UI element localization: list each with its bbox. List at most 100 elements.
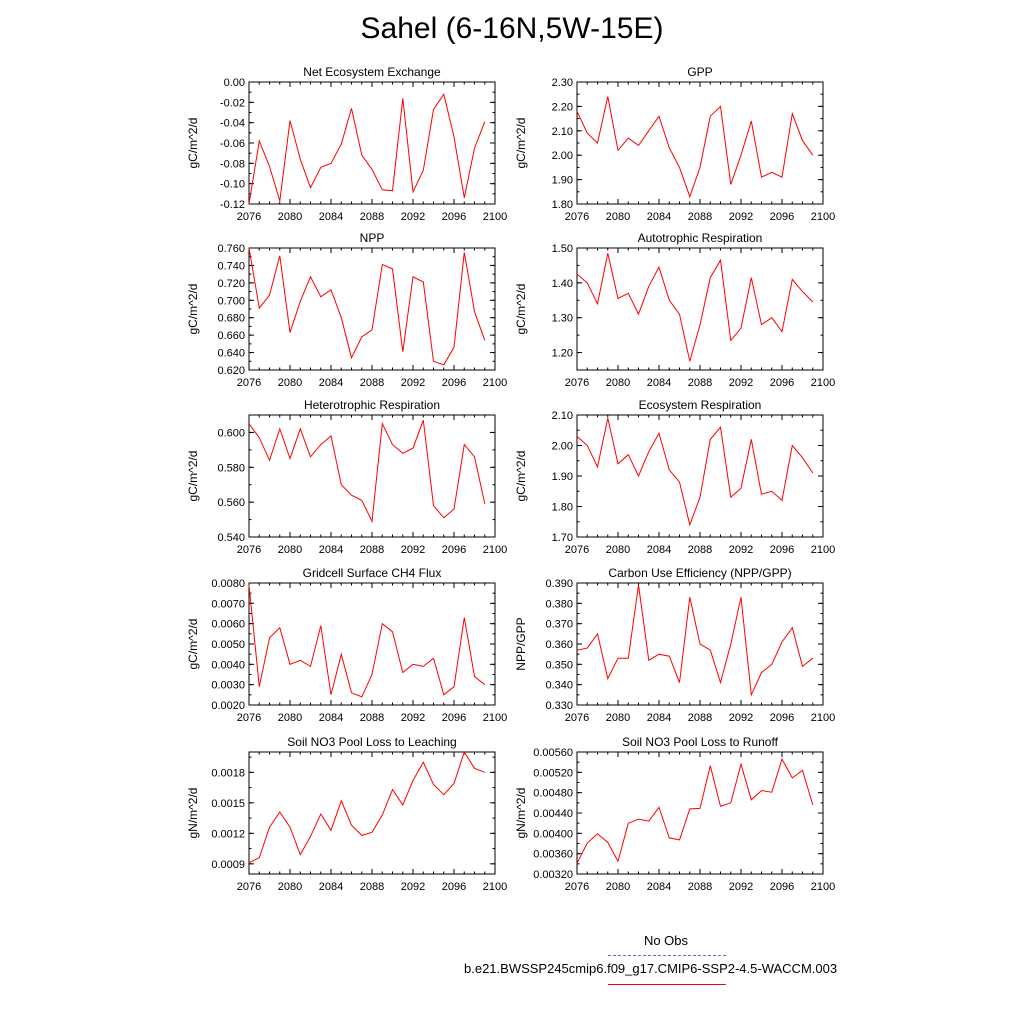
y-tick-label: 2.10 — [552, 410, 573, 422]
x-tick-label: 2076 — [565, 544, 589, 556]
series-line — [576, 584, 814, 697]
y-tick-label: 2.00 — [552, 441, 573, 453]
y-axis-label: gC/m^2/d — [514, 451, 528, 502]
x-tick-label: 2096 — [442, 881, 466, 893]
chart-panel-6: Gridcell Surface CH4 Flux 2076 2080 2084 208… — [186, 566, 507, 724]
x-tick-label: 2100 — [811, 544, 835, 556]
x-tick-label: 2080 — [606, 712, 630, 724]
x-tick-label: 2096 — [770, 712, 794, 724]
y-tick-label: 0.720 — [217, 278, 245, 290]
y-tick-label: 2.20 — [552, 101, 573, 113]
x-tick-label: 2088 — [688, 881, 712, 893]
y-tick-label: 1.30 — [552, 313, 573, 325]
x-tick-label: 2088 — [360, 211, 384, 223]
x-tick-label: 2084 — [319, 712, 343, 724]
legend-obs-label: No Obs — [643, 933, 689, 948]
x-tick-label: 2096 — [770, 544, 794, 556]
x-tick-label: 2088 — [688, 712, 712, 724]
y-tick-label: 0.760 — [217, 243, 245, 255]
x-tick-label: 2080 — [278, 881, 302, 893]
x-tick-label: 2080 — [606, 377, 630, 389]
y-tick-label: 0.340 — [545, 680, 573, 692]
series-line — [576, 417, 814, 527]
y-tick-label: 0.0030 — [211, 680, 245, 692]
y-tick-label: 0.380 — [545, 598, 573, 610]
x-tick-label: 2100 — [811, 712, 835, 724]
chart-panel-2: NPP 2076 2080 2084 2088 2092 2096 2100 0.620 0.64… — [186, 231, 507, 389]
y-tick-label: 0.0060 — [211, 619, 245, 631]
x-tick-label: 2080 — [278, 712, 302, 724]
chart-title: Ecosystem Respiration — [639, 398, 762, 412]
y-tick-label: 0.00480 — [533, 788, 573, 800]
x-tick-label: 2096 — [770, 881, 794, 893]
y-tick-label: 1.80 — [552, 502, 573, 514]
x-tick-label: 2100 — [811, 377, 835, 389]
x-tick-label: 2076 — [237, 377, 261, 389]
chart-title: Net Ecosystem Exchange — [303, 65, 441, 79]
chart-panel-8: Soil NO3 Pool Loss to Leaching 2076 2080 20… — [186, 735, 507, 893]
x-tick-label: 2092 — [729, 881, 753, 893]
x-tick-label: 2088 — [360, 881, 384, 893]
x-tick-label: 2092 — [401, 712, 425, 724]
x-tick-label: 2092 — [729, 211, 753, 223]
y-tick-label: -0.12 — [220, 199, 245, 211]
y-tick-label: 0.0015 — [211, 798, 245, 810]
x-tick-label: 2080 — [606, 211, 630, 223]
y-tick-label: 0.330 — [545, 700, 573, 712]
x-tick-label: 2092 — [729, 377, 753, 389]
y-tick-label: -0.04 — [220, 118, 245, 130]
x-tick-label: 2080 — [278, 544, 302, 556]
x-tick-label: 2100 — [483, 544, 507, 556]
chart-panel-5: Ecosystem Respiration 2076 2080 2084 2088 209… — [514, 398, 835, 556]
x-tick-label: 2076 — [237, 881, 261, 893]
x-tick-label: 2100 — [483, 712, 507, 724]
x-tick-label: 2076 — [237, 712, 261, 724]
y-tick-label: 0.0070 — [211, 598, 245, 610]
x-tick-label: 2100 — [811, 211, 835, 223]
y-axis-label: gN/m^2/d — [514, 788, 528, 839]
y-tick-label: -0.02 — [220, 97, 245, 109]
x-tick-label: 2084 — [647, 881, 671, 893]
x-tick-label: 2096 — [770, 377, 794, 389]
y-tick-label: 0.540 — [217, 532, 245, 544]
plot-frame — [576, 751, 824, 875]
legend-obs-line — [608, 955, 726, 956]
y-tick-label: 0.0080 — [211, 578, 245, 590]
y-axis-label: gC/m^2/d — [186, 284, 200, 335]
chart-title: NPP — [360, 231, 385, 245]
y-tick-label: 0.00360 — [533, 849, 573, 861]
series-line — [576, 757, 814, 864]
chart-title: Soil NO3 Pool Loss to Leaching — [287, 735, 456, 749]
x-tick-label: 2084 — [647, 544, 671, 556]
x-tick-label: 2100 — [811, 881, 835, 893]
legend-case-line — [608, 984, 726, 985]
y-tick-label: 0.660 — [217, 330, 245, 342]
y-axis-label: gC/m^2/d — [186, 619, 200, 670]
x-tick-label: 2076 — [565, 712, 589, 724]
y-tick-label: 0.680 — [217, 313, 245, 325]
x-tick-label: 2080 — [606, 544, 630, 556]
x-tick-label: 2080 — [278, 377, 302, 389]
y-tick-label: 0.350 — [545, 659, 573, 671]
x-tick-label: 2100 — [483, 211, 507, 223]
y-tick-label: 0.0020 — [211, 700, 245, 712]
y-tick-label: 0.600 — [217, 427, 245, 439]
x-tick-label: 2076 — [565, 881, 589, 893]
y-tick-label: 0.00440 — [533, 808, 573, 820]
x-tick-label: 2088 — [360, 544, 384, 556]
x-tick-label: 2096 — [442, 211, 466, 223]
series-line — [248, 92, 486, 205]
x-tick-label: 2088 — [688, 544, 712, 556]
x-tick-label: 2084 — [319, 377, 343, 389]
x-tick-label: 2088 — [360, 712, 384, 724]
y-tick-label: 1.20 — [552, 348, 573, 360]
series-line — [248, 750, 485, 864]
y-tick-label: 0.740 — [217, 260, 245, 272]
y-tick-label: 0.560 — [217, 497, 245, 509]
chart-panel-7: Carbon Use Efficiency (NPP/GPP) 2076 2080 2… — [514, 566, 835, 724]
chart-title: Heterotrophic Respiration — [304, 398, 440, 412]
x-tick-label: 2092 — [729, 712, 753, 724]
x-tick-label: 2088 — [688, 377, 712, 389]
chart-panel-9: Soil NO3 Pool Loss to Runoff 2076 2080 2084… — [514, 735, 835, 893]
x-tick-label: 2092 — [401, 544, 425, 556]
